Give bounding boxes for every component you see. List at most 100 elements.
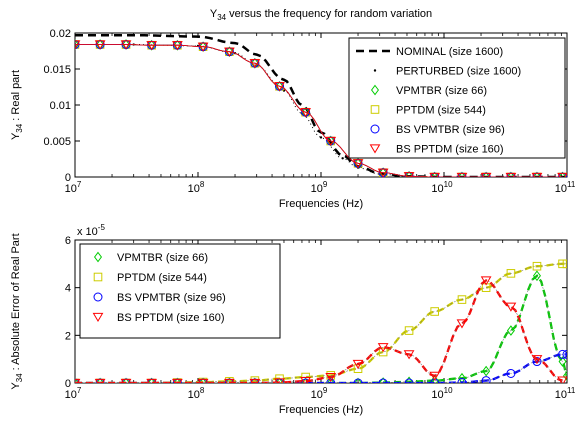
panel2-series-pptdm-size-544-point <box>457 295 467 304</box>
panel1-title: Y34 versus the frequency for random vari… <box>210 8 432 22</box>
panel2-series-vpmtbr-size-66-point <box>96 377 105 383</box>
panel2-series-group <box>75 259 567 383</box>
panel2-series-bs-vpmtbr-size-96-point <box>378 378 388 383</box>
panel1-series-bs-pptdm-size-160-point <box>274 82 285 92</box>
panel1-legend-entry-perturbed-size-1600-swatch <box>373 69 377 72</box>
panel2-legend-entry-pptdm-size-544-swatch <box>93 272 103 282</box>
panel2-series-bs-vpmtbr-size-96-point <box>562 349 567 359</box>
panel1-series-bs-pptdm-size-160-point <box>146 41 158 51</box>
panel1-series-bs-pptdm-size-160-point <box>172 41 183 51</box>
panel1-xtick-label: 1010 <box>431 180 453 195</box>
panel2-series-pptdm-size-544-point <box>430 307 439 316</box>
panel2-series-bs-vpmtbr-size-96-point <box>506 368 516 378</box>
panel2-series-vpmtbr-size-66-point <box>563 370 567 382</box>
panel1-ytick-label: 0.005 <box>43 136 71 148</box>
panel2-series-bs-pptdm-size-160-point <box>224 378 235 383</box>
panel1-series-bs-pptdm-size-160-point <box>197 42 209 52</box>
panel1-series-bs-pptdm-size-160-point <box>300 108 312 118</box>
panel2-legend-entry-pptdm-size-544-label: PPTDM (size 544) <box>117 272 207 284</box>
panel2-series-pptdm-size-544-point <box>562 259 567 269</box>
panel2-series-pptdm-size-544-point <box>532 261 542 271</box>
panel2-series-bs-vpmtbr-size-96-point <box>457 378 467 383</box>
panel1-legend-entry-perturbed-size-1600-label: PERTURBED (size 1600) <box>396 66 521 78</box>
panel2-series-vpmtbr-size-66-point <box>558 356 567 367</box>
panel2-series-bs-vpmtbr-size-96-point <box>301 378 311 383</box>
panel1-series-vpmtbr-size-66-point <box>379 167 388 177</box>
panel1-series-vpmtbr-size-66-point <box>482 171 491 177</box>
panel1-series-group <box>75 33 567 177</box>
panel1-series-perturbed-size-1600-point <box>319 136 323 139</box>
panel1-legend-entry-vpmtbr-size-66-swatch <box>371 84 379 96</box>
panel2-ytick-label: 2 <box>65 330 71 342</box>
panel1-legend-entry-vpmtbr-size-66-label: VPMTBR (size 66) <box>396 85 487 97</box>
panel2-ytick-label: 4 <box>65 283 71 295</box>
panel2-x-axis-label: Frequencies (Hz) <box>279 404 363 416</box>
panel1-legend-entry-bs-vpmtbr-size-96-swatch <box>370 124 380 134</box>
panel2-series-bs-vpmtbr-size-96-point <box>404 378 414 383</box>
panel2-series-vpmtbr-size-66-point <box>147 377 156 383</box>
panel1-series-bs-pptdm-size-160-point <box>480 172 492 177</box>
panel1-series-bs-pptdm-size-160-point <box>403 172 415 177</box>
panel2-series-bs-pptdm-size-160-point <box>94 378 106 383</box>
panel2-series-pptdm-size-544-point <box>506 269 516 278</box>
panel1-series-bs-pptdm-size-160-point <box>352 159 364 169</box>
panel2-series-bs-pptdm-size-160-point <box>403 350 415 360</box>
panel1-xtick-label: 109 <box>311 180 328 195</box>
panel2-series-bs-pptdm-size-160-point <box>172 378 183 383</box>
panel2-series-pptdm-size-544-line <box>75 262 567 383</box>
panel1-legend-entry-bs-pptdm-size-160-label: BS PPTDM (size 160) <box>396 144 504 156</box>
panel1-series-vpmtbr-size-66-point <box>75 39 79 50</box>
panel2-legend-entry-bs-pptdm-size-160-swatch <box>92 312 104 323</box>
panel1-series-vpmtbr-size-66-point <box>506 171 515 177</box>
panel2-series-bs-pptdm-size-160-point <box>531 355 543 365</box>
panel2-series-pptdm-size-544-point <box>558 259 567 269</box>
panel2-series-bs-pptdm-size-160-point <box>197 378 209 383</box>
panel1-series-bs-pptdm-size-160-point <box>75 40 81 50</box>
panel2-xtick-label: 109 <box>311 386 328 401</box>
panel2-legend-entry-bs-vpmtbr-size-96-label: BS VPMTBR (size 96) <box>117 292 226 304</box>
panel2-legend-entry-bs-pptdm-size-160-label: BS PPTDM (size 160) <box>117 312 225 324</box>
panel1-series-bs-pptdm-size-160-line <box>75 44 563 177</box>
panel2-series-vpmtbr-size-66-point <box>405 376 414 383</box>
panel1-ytick-label: 0.015 <box>43 64 71 76</box>
panel1-series-bs-pptdm-size-160-point <box>456 172 468 177</box>
panel2-series-vpmtbr-size-66-point <box>532 270 541 282</box>
panel1-series-bs-pptdm-size-160-point <box>325 136 337 147</box>
panel1-legend-entry-bs-pptdm-size-160-swatch <box>369 144 381 154</box>
panel2-ytick-label: 0 <box>65 378 71 390</box>
panel1-legend-entry-bs-vpmtbr-size-96-label: BS VPMTBR (size 96) <box>396 124 505 136</box>
panel2-series-bs-pptdm-size-160-point <box>429 371 441 381</box>
panel2-series-bs-pptdm-size-160-point <box>325 372 337 383</box>
panel2-xtick-label: 1010 <box>431 386 453 401</box>
panel2-series-bs-vpmtbr-size-96-point <box>353 378 363 383</box>
panel1-x-axis-label: Frequencies (Hz) <box>279 198 363 210</box>
panel1-series-vpmtbr-size-66-point <box>405 170 414 177</box>
panel2-series-bs-pptdm-size-160-point <box>120 378 132 383</box>
panel2-series-bs-pptdm-size-160-point <box>249 378 261 383</box>
panel1-series-bs-pptdm-size-160-point <box>94 40 106 50</box>
panel1-series-bs-pptdm-size-160-point <box>377 168 389 177</box>
panel1-ytick-label: 0 <box>65 172 71 184</box>
panel2-series-bs-pptdm-size-160-point <box>274 378 285 383</box>
panel2-series-pptdm-size-544-point <box>404 326 414 335</box>
panel2-series-bs-pptdm-size-160-point <box>377 343 389 353</box>
panel2-series-bs-pptdm-size-160-point <box>557 376 567 383</box>
panel1-series-vpmtbr-size-66-point <box>457 171 466 177</box>
panel1-series-vpmtbr-size-66-point <box>430 171 439 177</box>
panel2-series-bs-pptdm-size-160-point <box>480 276 492 286</box>
panel2-series-bs-vpmtbr-size-96-point <box>326 378 336 383</box>
panel1-xtick-label: 1011 <box>555 180 576 195</box>
panel2-series-bs-pptdm-size-160-line-dotted <box>75 280 563 383</box>
panel1-legend-entry-pptdm-size-544-label: PPTDM (size 544) <box>396 105 486 117</box>
panel2-legend-entry-bs-vpmtbr-size-96-swatch <box>93 292 103 302</box>
panel2-ytick-label: 6 <box>65 235 71 247</box>
panel1-legend-entry-pptdm-size-544-swatch <box>370 105 380 114</box>
panel2-series-bs-pptdm-size-160-point <box>456 319 468 329</box>
panel2-series-bs-pptdm-size-160-point <box>505 302 517 312</box>
panel1-series-bs-pptdm-size-160-point <box>557 172 567 177</box>
panel2-legend-entry-vpmtbr-size-66-swatch <box>94 251 102 263</box>
panel1-series-vpmtbr-size-66-point <box>558 171 567 177</box>
panel2-legend-entry-vpmtbr-size-66-label: VPMTBR (size 66) <box>117 252 208 264</box>
panel1-legend-box <box>348 37 566 159</box>
